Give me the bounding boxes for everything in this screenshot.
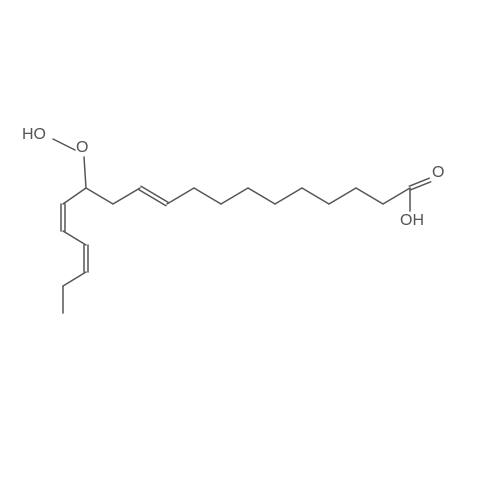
label-oh-acid: OH xyxy=(400,212,424,230)
chemical-structure-diagram xyxy=(0,0,500,500)
label-ho-peroxide: HO xyxy=(22,126,46,144)
label-o-double: O xyxy=(432,164,444,182)
label-o-peroxide: O xyxy=(76,139,88,157)
